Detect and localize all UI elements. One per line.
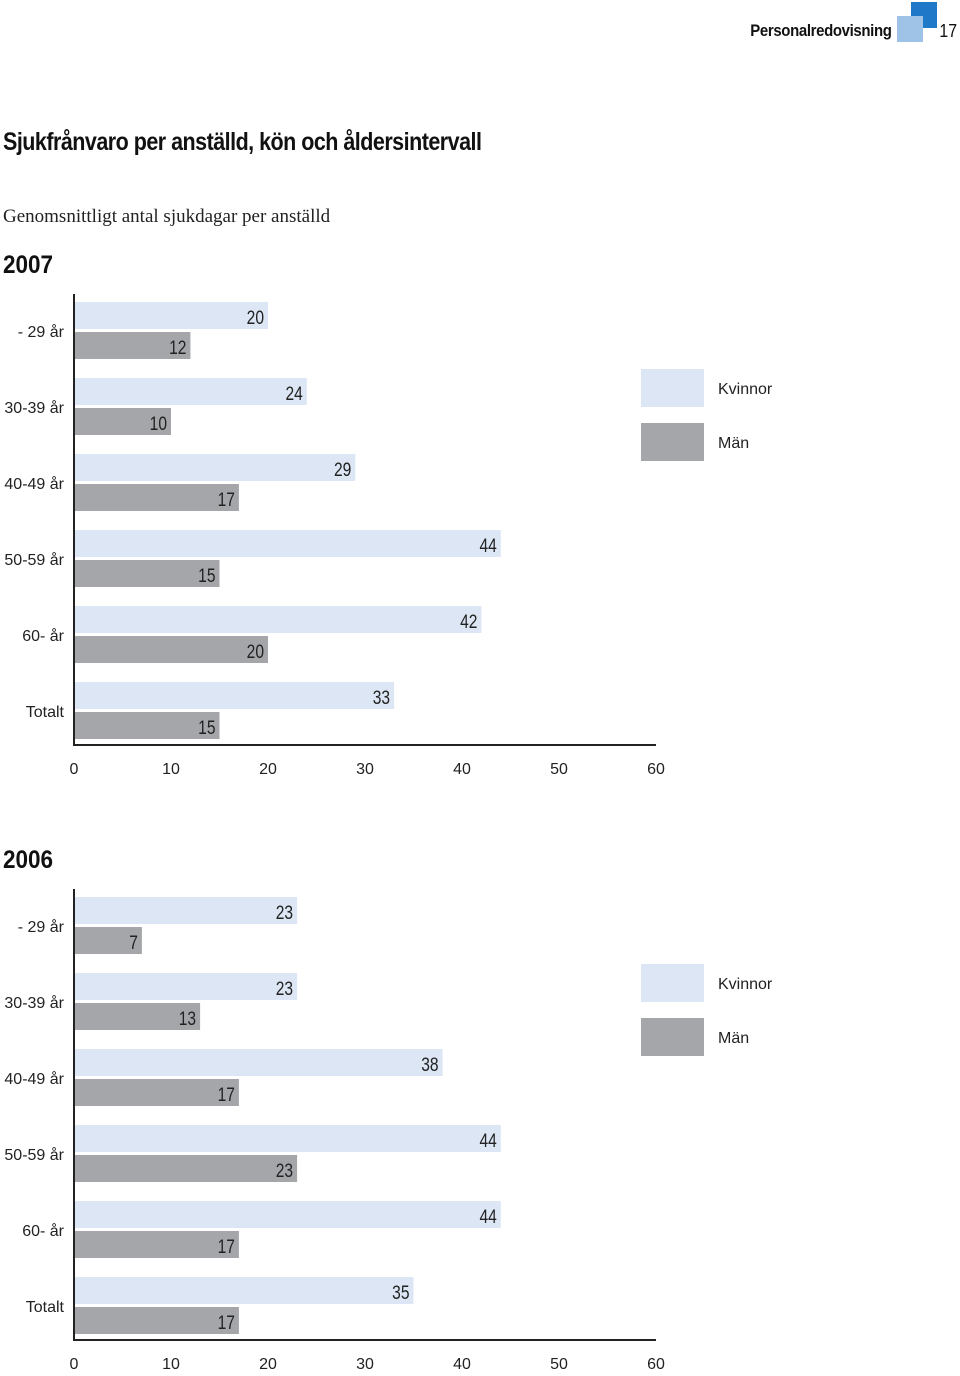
x-tick-label: 50	[550, 1356, 568, 1373]
x-tick-label: 20	[259, 1356, 277, 1373]
bar-kvinnor	[74, 973, 298, 1000]
chart-year-title: 2006	[3, 846, 53, 874]
x-tick-label: 0	[70, 1356, 79, 1373]
data-label: 10	[150, 413, 167, 435]
category-label: 50-59 år	[4, 1146, 64, 1164]
bar-man	[74, 927, 142, 954]
bar-kvinnor	[74, 530, 501, 557]
chart-year-title: 2007	[3, 251, 53, 279]
x-tick-label: 10	[162, 1356, 180, 1373]
bar-man	[74, 1307, 239, 1334]
chart-2007: 2007 - 29 år 20 12 30-39 år 24 10 40-49 år 29 17 5…	[3, 251, 773, 778]
data-label: 33	[373, 687, 390, 709]
category-label: - 29 år	[18, 323, 65, 341]
category-label: 30-39 år	[4, 399, 64, 417]
data-label: 24	[285, 383, 303, 405]
category-label: Totalt	[26, 1299, 65, 1316]
x-tick-label: 40	[453, 1356, 471, 1373]
legend-swatch-kvinnor	[641, 964, 704, 1002]
legend-swatch-man	[641, 423, 704, 461]
data-label: 23	[276, 902, 293, 924]
data-label: 20	[247, 307, 264, 329]
category-label: 60- år	[22, 627, 64, 645]
data-label: 7	[129, 932, 138, 954]
bar-man	[74, 332, 191, 359]
bar-kvinnor	[74, 378, 307, 405]
data-label: 44	[479, 535, 497, 557]
logo-icon	[897, 2, 937, 42]
category-label: 40-49 år	[4, 1070, 64, 1088]
category-label: 50-59 år	[4, 551, 64, 569]
bar-kvinnor	[74, 682, 395, 709]
category-label: 30-39 år	[4, 994, 64, 1012]
page-number: 17	[939, 21, 957, 41]
data-label: 17	[218, 489, 235, 511]
data-label: 17	[218, 1236, 235, 1258]
bar-man	[74, 560, 220, 587]
bar-man	[74, 712, 220, 739]
x-tick-label: 30	[356, 761, 374, 778]
data-label: 13	[179, 1008, 196, 1030]
data-label: 15	[198, 717, 215, 739]
bar-man	[74, 1155, 298, 1182]
data-label: 44	[479, 1130, 497, 1152]
x-tick-label: 20	[259, 761, 277, 778]
bar-kvinnor	[74, 302, 268, 329]
data-label: 23	[276, 1160, 293, 1182]
header-section-title: Personalredovisning	[750, 21, 893, 40]
bar-kvinnor	[74, 1049, 443, 1076]
page-header: Personalredovisning 17	[0, 0, 960, 60]
data-label: 44	[479, 1206, 497, 1228]
bar-man	[74, 1231, 239, 1258]
bar-kvinnor	[74, 897, 298, 924]
data-label: 17	[218, 1084, 235, 1106]
legend-label-kvinnor: Kvinnor	[718, 381, 773, 398]
legend-label-kvinnor: Kvinnor	[718, 976, 773, 993]
bar-man	[74, 636, 268, 663]
chart-2006: 2006 - 29 år 23 7 30-39 år 23 13 40-49 år 38 17 50…	[3, 846, 773, 1373]
x-tick-label: 10	[162, 761, 180, 778]
bar-man	[74, 408, 171, 435]
bar-man	[74, 484, 239, 511]
bar-kvinnor	[74, 1125, 501, 1152]
x-tick-label: 60	[647, 761, 665, 778]
data-label: 29	[334, 459, 351, 481]
bar-kvinnor	[74, 1277, 414, 1304]
category-label: 40-49 år	[4, 475, 64, 493]
data-label: 35	[392, 1282, 409, 1304]
x-tick-label: 30	[356, 1356, 374, 1373]
data-label: 38	[421, 1054, 438, 1076]
x-tick-label: 40	[453, 761, 471, 778]
bar-kvinnor	[74, 1201, 501, 1228]
bar-man	[74, 1079, 239, 1106]
legend-label-man: Män	[718, 1030, 749, 1047]
x-tick-label: 0	[70, 761, 79, 778]
data-label: 12	[169, 337, 186, 359]
bar-man	[74, 1003, 201, 1030]
category-label: Totalt	[26, 704, 65, 721]
data-label: 20	[247, 641, 264, 663]
page-subtitle: Genomsnittligt antal sjukdagar per anstä…	[3, 206, 331, 227]
data-label: 17	[218, 1312, 235, 1334]
category-label: 60- år	[22, 1222, 64, 1240]
page-title: Sjukfrånvaro per anställd, kön och ålder…	[3, 128, 482, 156]
legend-swatch-kvinnor	[641, 369, 704, 407]
legend-label-man: Män	[718, 435, 749, 452]
category-label: - 29 år	[18, 918, 65, 936]
data-label: 23	[276, 978, 293, 1000]
x-tick-label: 60	[647, 1356, 665, 1373]
x-tick-label: 50	[550, 761, 568, 778]
legend-swatch-man	[641, 1018, 704, 1056]
data-label: 42	[460, 611, 477, 633]
bar-kvinnor	[74, 454, 356, 481]
bar-kvinnor	[74, 606, 482, 633]
data-label: 15	[198, 565, 215, 587]
